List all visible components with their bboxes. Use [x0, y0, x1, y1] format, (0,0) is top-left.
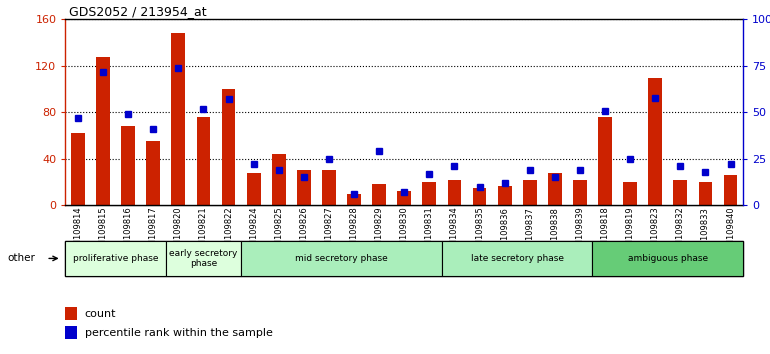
- Bar: [367, 205, 392, 207]
- Bar: [141, 205, 166, 207]
- Bar: [146, 142, 160, 205]
- Bar: [497, 185, 511, 205]
- Bar: [241, 205, 266, 207]
- Bar: [724, 175, 738, 205]
- Bar: [397, 192, 411, 205]
- Bar: [342, 205, 367, 207]
- Bar: [718, 205, 743, 207]
- Bar: [693, 205, 718, 207]
- Text: proliferative phase: proliferative phase: [73, 254, 159, 263]
- Bar: [65, 307, 77, 320]
- Text: late secretory phase: late secretory phase: [470, 254, 564, 263]
- Bar: [241, 241, 442, 276]
- Bar: [65, 326, 77, 339]
- Bar: [347, 194, 361, 205]
- Bar: [623, 182, 637, 205]
- Bar: [272, 154, 286, 205]
- Bar: [266, 205, 291, 207]
- Bar: [417, 205, 442, 207]
- Bar: [618, 205, 643, 207]
- Bar: [96, 57, 110, 205]
- Bar: [674, 180, 687, 205]
- Bar: [71, 133, 85, 205]
- Bar: [392, 205, 417, 207]
- Bar: [517, 205, 542, 207]
- Bar: [191, 205, 216, 207]
- Bar: [447, 180, 461, 205]
- Bar: [567, 205, 592, 207]
- Bar: [196, 117, 210, 205]
- Bar: [698, 182, 712, 205]
- Bar: [573, 180, 587, 205]
- Bar: [246, 173, 260, 205]
- Text: early secretory
phase: early secretory phase: [169, 249, 238, 268]
- Bar: [467, 205, 492, 207]
- Bar: [643, 205, 668, 207]
- Bar: [166, 205, 191, 207]
- Bar: [523, 180, 537, 205]
- Text: ambiguous phase: ambiguous phase: [628, 254, 708, 263]
- Bar: [598, 117, 612, 205]
- Bar: [592, 241, 743, 276]
- Text: GDS2052 / 213954_at: GDS2052 / 213954_at: [69, 5, 207, 18]
- Bar: [316, 205, 342, 207]
- Bar: [592, 205, 618, 207]
- Bar: [297, 171, 311, 205]
- Bar: [291, 205, 316, 207]
- Bar: [65, 241, 166, 276]
- Text: mid secretory phase: mid secretory phase: [295, 254, 388, 263]
- Bar: [216, 205, 241, 207]
- Bar: [442, 241, 592, 276]
- Bar: [122, 126, 135, 205]
- Bar: [542, 205, 567, 207]
- Bar: [648, 78, 662, 205]
- Bar: [65, 205, 91, 207]
- Text: other: other: [8, 253, 35, 263]
- Bar: [442, 205, 467, 207]
- Bar: [222, 89, 236, 205]
- Bar: [492, 205, 517, 207]
- Bar: [423, 182, 437, 205]
- Bar: [172, 33, 186, 205]
- Text: count: count: [85, 309, 116, 319]
- Bar: [548, 173, 562, 205]
- Bar: [91, 205, 116, 207]
- Bar: [668, 205, 693, 207]
- Text: percentile rank within the sample: percentile rank within the sample: [85, 328, 273, 338]
- Bar: [372, 184, 386, 205]
- Bar: [322, 171, 336, 205]
- Bar: [166, 241, 241, 276]
- Bar: [116, 205, 141, 207]
- Bar: [473, 188, 487, 205]
